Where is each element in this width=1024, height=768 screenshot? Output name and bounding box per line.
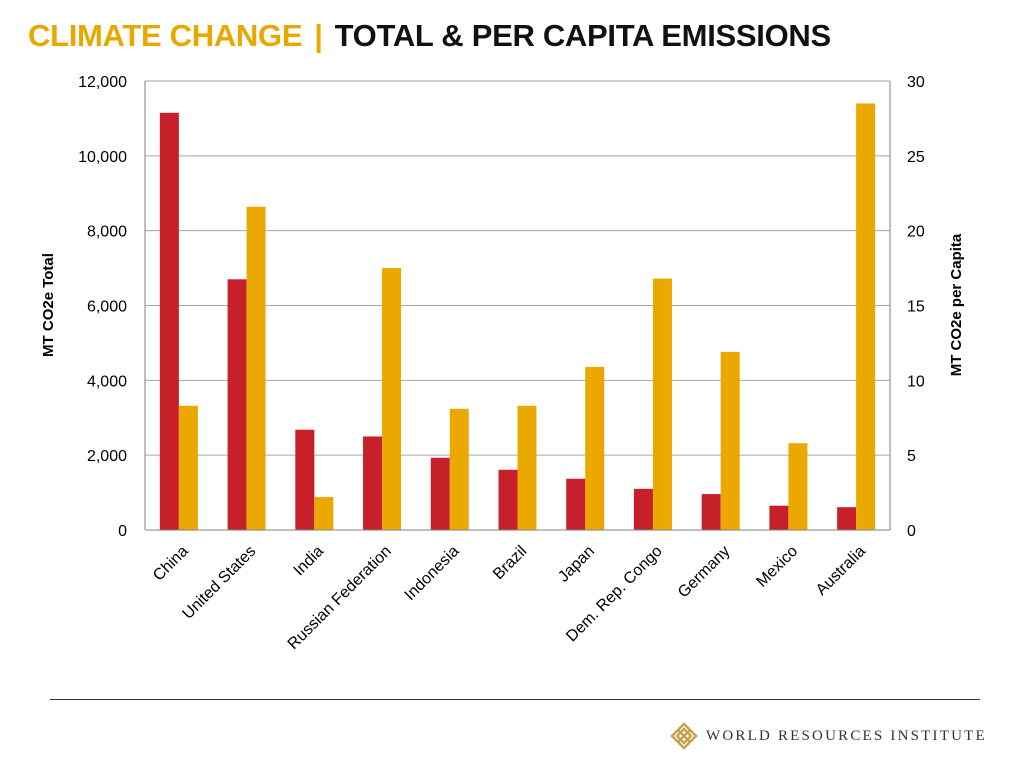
category-label: Japan	[555, 543, 598, 586]
bar-total	[295, 429, 315, 530]
left-tick-label: 12,000	[78, 74, 127, 91]
category-label: Australia	[813, 543, 869, 599]
category-label: Indonesia	[402, 543, 463, 604]
bar-total	[498, 469, 518, 530]
wri-knot-logo-icon	[670, 722, 698, 750]
title-separator: |	[314, 18, 323, 53]
right-tick-label: 10	[907, 373, 925, 390]
title-part-climate-change: CLIMATE CHANGE	[28, 18, 303, 53]
bar-per-capita	[449, 408, 469, 530]
page-title: CLIMATE CHANGE | TOTAL & PER CAPITA EMISSI…	[28, 18, 831, 54]
category-label: India	[291, 543, 328, 580]
bar-total	[227, 279, 247, 530]
footer: WORLD RESOURCES INSTITUTE	[670, 720, 987, 752]
bars	[159, 103, 876, 530]
axes	[144, 81, 891, 531]
bar-total	[159, 112, 179, 530]
right-tick-label: 30	[907, 74, 925, 91]
left-tick-label: 0	[118, 523, 127, 540]
category-label: Brazil	[490, 543, 530, 583]
footer-divider	[50, 699, 980, 700]
bar-total	[566, 478, 586, 530]
left-tick-label: 6,000	[87, 299, 127, 316]
bar-total	[430, 457, 450, 530]
bar-total	[701, 494, 721, 530]
right-tick-label: 5	[907, 448, 916, 465]
emissions-chart: 0 2,000 4,000 6,000 8,000 10,000 12,000 0 5 10 15…	[40, 74, 965, 653]
title-part-emissions: TOTAL & PER CAPITA EMISSIONS	[334, 18, 832, 53]
bar-per-capita	[585, 366, 605, 530]
bar-per-capita	[314, 497, 334, 530]
category-label: Germany	[675, 543, 734, 602]
gridlines	[145, 80, 890, 456]
bar-total	[633, 488, 653, 530]
bar-total	[363, 436, 383, 530]
bar-per-capita	[517, 405, 537, 530]
bar-total	[769, 505, 789, 530]
right-tick-label: 15	[907, 299, 925, 316]
right-tick-label: 25	[907, 149, 925, 166]
bar-per-capita	[788, 443, 808, 530]
right-tick-label: 20	[907, 224, 925, 241]
right-tick-label: 0	[907, 523, 916, 540]
category-label: China	[150, 543, 192, 585]
left-tick-label: 10,000	[78, 149, 127, 166]
left-tick-label: 2,000	[87, 448, 127, 465]
left-tick-label: 4,000	[87, 373, 127, 390]
right-axis-ticks: 0 5 10 15 20 25 30	[907, 74, 925, 540]
bar-per-capita	[178, 405, 198, 530]
bar-per-capita	[246, 206, 266, 530]
bar-per-capita	[720, 351, 740, 530]
right-axis-label: MT CO2e per Capita	[948, 233, 965, 376]
bar-per-capita	[382, 268, 402, 530]
category-label: Mexico	[753, 543, 801, 591]
bar-per-capita	[856, 103, 876, 530]
left-axis-ticks: 0 2,000 4,000 6,000 8,000 10,000 12,000	[78, 74, 127, 540]
bar-total	[837, 507, 857, 530]
organization-name: WORLD RESOURCES INSTITUTE	[706, 727, 987, 744]
left-tick-label: 8,000	[87, 224, 127, 241]
bar-per-capita	[652, 278, 672, 530]
left-axis-label: MT CO2e Total	[40, 253, 57, 357]
